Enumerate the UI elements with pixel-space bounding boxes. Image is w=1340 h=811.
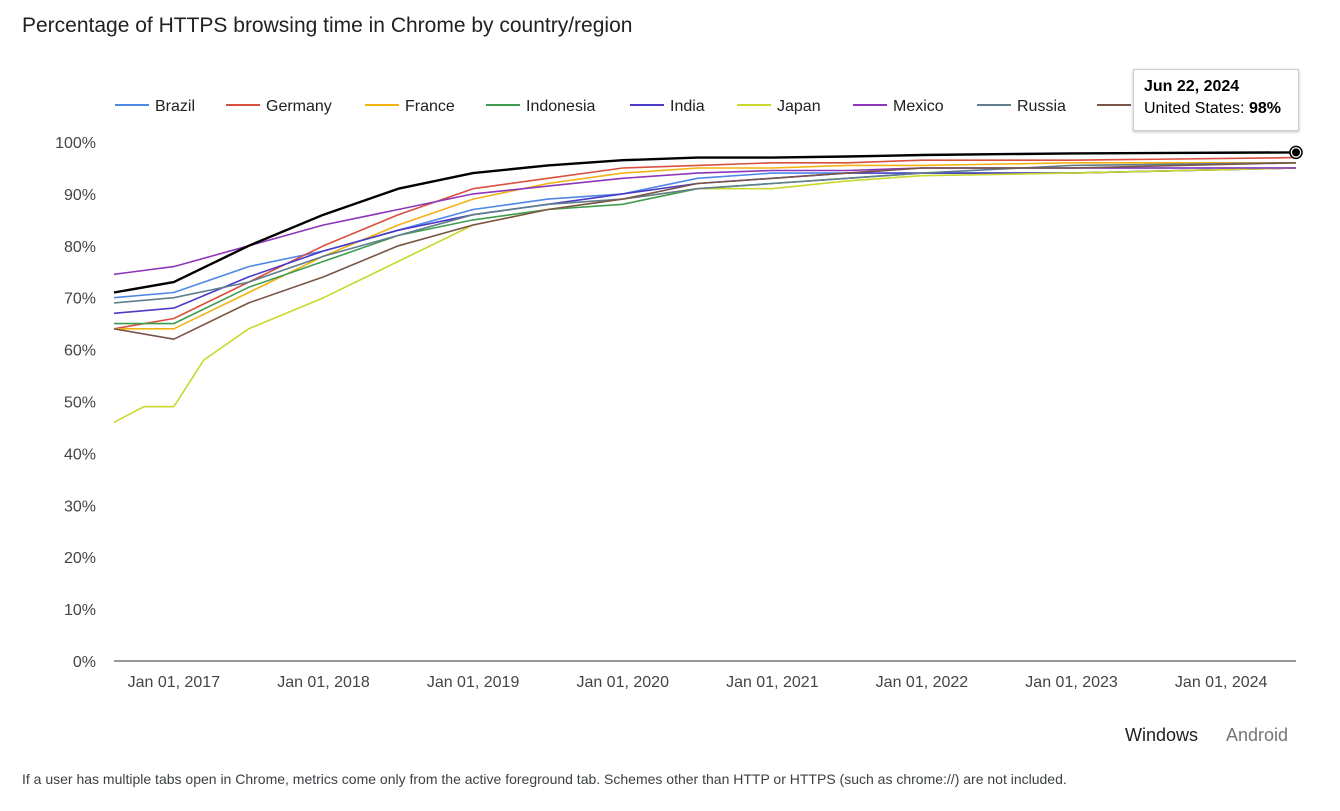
y-tick-label: 0% bbox=[73, 654, 96, 671]
y-tick-label: 60% bbox=[64, 343, 96, 360]
y-tick-label: 30% bbox=[64, 498, 96, 515]
android-toggle[interactable]: Android bbox=[1226, 725, 1289, 745]
legend-label-france: France bbox=[405, 98, 455, 115]
y-tick-label: 80% bbox=[64, 239, 96, 256]
legend-label-germany: Germany bbox=[266, 98, 332, 115]
series-line-germany bbox=[113, 156, 1297, 330]
tooltip-value: 98% bbox=[1248, 100, 1281, 117]
series-line-indonesia bbox=[114, 167, 1297, 325]
legend-label-india: India bbox=[670, 98, 705, 115]
x-tick-label: Jan 01, 2018 bbox=[277, 674, 370, 691]
chart-tooltip: Jun 22, 2024 United States: 98% bbox=[1133, 69, 1299, 131]
series-line-unlabeled-9 bbox=[113, 151, 1297, 294]
windows-toggle[interactable]: Windows bbox=[1125, 725, 1199, 745]
series-line-japan bbox=[113, 167, 1297, 424]
series-line-france bbox=[114, 162, 1296, 330]
x-tick-label: Jan 01, 2021 bbox=[726, 674, 819, 691]
series-line-unlabeled-8 bbox=[113, 162, 1297, 341]
x-tick-label: Jan 01, 2019 bbox=[427, 674, 520, 691]
chart-title: Percentage of HTTPS browsing time in Chr… bbox=[22, 14, 633, 37]
y-tick-label: 20% bbox=[64, 550, 96, 567]
y-tick-label: 70% bbox=[64, 291, 96, 308]
footnote: If a user has multiple tabs open in Chro… bbox=[22, 771, 1067, 787]
legend-label-russia: Russia bbox=[1017, 98, 1066, 115]
highlight-point bbox=[1292, 148, 1300, 157]
legend-label-brazil: Brazil bbox=[155, 98, 195, 115]
tooltip-label: United States: bbox=[1144, 100, 1245, 117]
series-line-india bbox=[113, 167, 1297, 315]
legend-label-japan: Japan bbox=[777, 98, 821, 115]
legend-label-mexico: Mexico bbox=[893, 98, 944, 115]
x-tick-label: Jan 01, 2023 bbox=[1025, 674, 1118, 691]
y-tick-label: 100% bbox=[55, 135, 96, 152]
x-tick-label: Jan 01, 2022 bbox=[876, 674, 969, 691]
legend-label-indonesia: Indonesia bbox=[526, 98, 595, 115]
x-tick-label: Jan 01, 2024 bbox=[1175, 674, 1268, 691]
x-tick-label: Jan 01, 2017 bbox=[128, 674, 221, 691]
y-tick-label: 50% bbox=[64, 395, 96, 412]
y-tick-label: 10% bbox=[64, 602, 96, 619]
tooltip-date: Jun 22, 2024 bbox=[1144, 78, 1240, 95]
series-line-russia bbox=[113, 162, 1297, 304]
y-tick-label: 40% bbox=[64, 446, 96, 463]
x-tick-label: Jan 01, 2020 bbox=[576, 674, 669, 691]
y-tick-label: 90% bbox=[64, 187, 96, 204]
